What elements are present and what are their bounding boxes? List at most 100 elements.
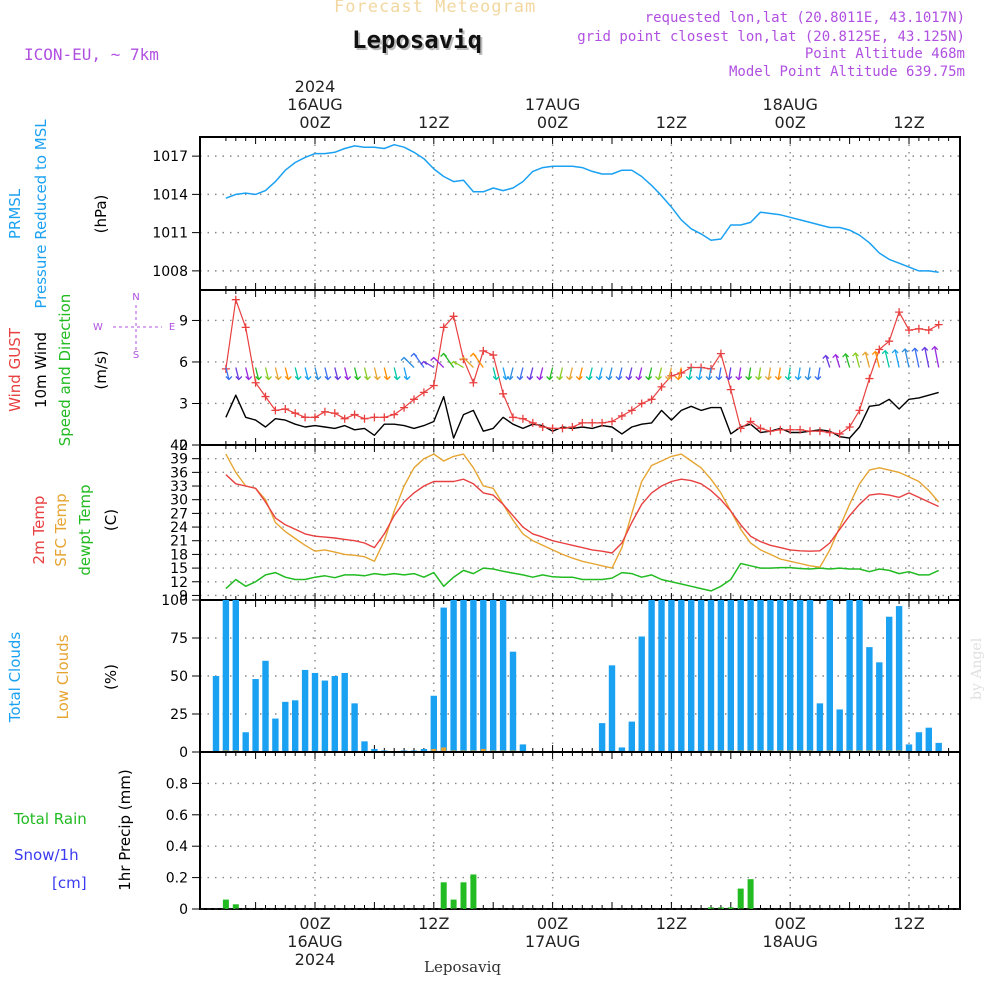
rain-bar: [747, 879, 754, 909]
wind-direction-arrow: [757, 367, 762, 380]
gust-marker: [647, 395, 656, 404]
wind-direction-arrow: [314, 367, 319, 380]
wind-arrow-head: [804, 376, 812, 381]
gust-marker: [281, 405, 290, 414]
wind-arrow-head: [492, 376, 500, 381]
bottom-time-label: 00Z: [299, 914, 330, 933]
gust-marker: [865, 374, 874, 383]
wind-direction-arrow: [539, 367, 544, 380]
temperature-tick-label: 12: [170, 575, 188, 591]
precip-label-snow: Snow/1h: [14, 846, 79, 864]
gust-marker: [459, 355, 468, 364]
bottom-time-label: 00Z: [537, 914, 568, 933]
total-cloud-bar: [282, 701, 289, 752]
gust-marker: [528, 418, 537, 427]
gust-marker: [746, 417, 755, 426]
gust-marker: [251, 378, 260, 387]
total-cloud-bar: [747, 600, 754, 752]
gust-marker: [320, 407, 329, 416]
rain-bar: [470, 874, 477, 909]
total-cloud-bar: [470, 600, 477, 752]
gust-marker: [776, 425, 785, 434]
precip-label-unit: 1hr Precip (mm): [116, 769, 134, 890]
wind-arrow-head: [364, 376, 371, 381]
wind-direction-arrow: [608, 367, 613, 380]
wind-arrow-head: [871, 350, 879, 355]
temperature-tick-label: 36: [170, 465, 188, 481]
total-cloud-bar: [361, 741, 368, 752]
wind-arrow-head: [881, 349, 889, 355]
wind-arrow-head: [420, 360, 428, 365]
pressure-label-msl: Pressure Reduced to MSL: [32, 119, 50, 309]
wind-direction-arrow: [628, 367, 633, 380]
clouds-tick-label: 25: [170, 707, 188, 723]
temperature-tick-label: 27: [170, 506, 188, 522]
gust-marker: [578, 418, 587, 427]
total-cloud-bar: [727, 600, 734, 752]
top-time-label: 17AUG: [525, 95, 580, 114]
gust-marker: [617, 411, 626, 420]
wind-arrow-head: [764, 376, 772, 381]
top-time-label: 12Z: [893, 113, 924, 132]
meteogram-title: Forecast Meteogram: [334, 0, 537, 17]
gust-marker: [231, 295, 240, 304]
gust-marker: [736, 424, 745, 433]
temperature-tick-label: 30: [170, 493, 188, 509]
temp-2m-line: [225, 474, 939, 554]
gust-marker: [241, 323, 250, 332]
total-cloud-bar: [638, 636, 645, 752]
wind-direction-arrow: [807, 367, 811, 380]
wind-arrow-head: [400, 356, 408, 361]
total-cloud-bar: [628, 721, 635, 752]
wind-arrow-head: [842, 352, 850, 358]
temperature-tick-label: 24: [170, 520, 188, 536]
wind-arrow-head: [705, 376, 713, 381]
wind-direction-arrow: [383, 367, 388, 380]
wind-arrow-head: [430, 356, 438, 361]
wind-direction-arrow: [874, 351, 880, 368]
wind-direction-arrow: [688, 367, 692, 380]
total-cloud-bar: [618, 747, 626, 752]
wind-direction-arrow: [777, 367, 781, 380]
wind-arrow-head: [304, 376, 312, 381]
wind-arrow-head: [516, 376, 524, 381]
pressure-tick-label: 1008: [152, 264, 188, 280]
gust-marker: [835, 429, 844, 438]
precip-tick-label: 0.2: [166, 871, 188, 887]
gust-marker: [380, 413, 389, 422]
total-cloud-bar: [826, 600, 833, 752]
wind-direction-arrow: [304, 367, 309, 380]
gust-marker: [271, 406, 280, 415]
wind-label-unit: (m/s): [92, 350, 110, 389]
wind-label-speed-dir: Speed and Direction: [56, 294, 74, 447]
total-cloud-bar: [658, 600, 665, 752]
total-cloud-bar: [272, 718, 279, 752]
wind-arrow-head: [715, 376, 723, 381]
total-cloud-bar: [688, 600, 695, 752]
wind-arrow-head: [393, 376, 401, 381]
wind-direction-arrow: [334, 367, 339, 380]
dewpt-line: [225, 562, 940, 592]
wind-arrow-head: [891, 348, 899, 354]
wind-arrow-head: [225, 376, 233, 381]
wind-arrow-head: [450, 360, 457, 365]
requested-coords: requested lon,lat (20.8011E, 43.1017N): [644, 10, 965, 26]
pressure-label-unit: (hPa): [92, 195, 110, 234]
compass-s: S: [133, 350, 139, 361]
wind-direction-arrow: [728, 367, 732, 380]
temp-label-sfc: SFC Temp: [52, 493, 70, 566]
wind-arrow-head: [901, 348, 909, 353]
wind-direction-arrow: [502, 367, 507, 380]
wind-label-gust: Wind GUST: [6, 327, 24, 412]
total-cloud-bar: [678, 600, 685, 752]
wind-arrow-head: [344, 376, 352, 381]
wind-direction-arrow: [225, 367, 230, 380]
wind-direction-arrow: [638, 367, 643, 380]
rain-bar: [232, 904, 239, 909]
gust-marker: [806, 427, 814, 436]
wind-direction-arrow: [519, 367, 524, 380]
wind-direction-arrow: [787, 367, 791, 380]
wind-arrow-head: [605, 376, 613, 381]
total-cloud-bar: [668, 600, 675, 752]
